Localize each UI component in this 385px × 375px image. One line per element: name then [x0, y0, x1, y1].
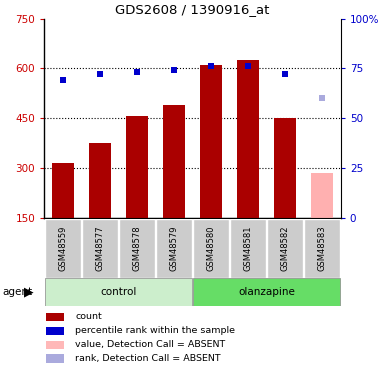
Text: olanzapine: olanzapine: [238, 286, 295, 297]
Text: control: control: [100, 286, 137, 297]
Bar: [126, 117, 148, 218]
Bar: [193, 278, 340, 306]
Bar: [237, 60, 259, 217]
Bar: [156, 219, 192, 278]
Bar: [200, 65, 222, 218]
Text: percentile rank within the sample: percentile rank within the sample: [75, 326, 235, 335]
Title: GDS2608 / 1390916_at: GDS2608 / 1390916_at: [116, 3, 270, 16]
Bar: [89, 143, 111, 218]
Text: GSM48583: GSM48583: [318, 226, 327, 271]
Text: count: count: [75, 312, 102, 321]
Text: agent: agent: [2, 286, 32, 297]
Text: rank, Detection Call = ABSENT: rank, Detection Call = ABSENT: [75, 354, 221, 363]
Bar: [193, 219, 229, 278]
Bar: [45, 278, 192, 306]
Bar: [274, 118, 296, 218]
Bar: [45, 219, 80, 278]
Text: GSM48559: GSM48559: [58, 226, 67, 271]
Text: GSM48578: GSM48578: [132, 226, 141, 271]
Bar: [305, 219, 340, 278]
Text: ▶: ▶: [24, 285, 34, 298]
Text: GSM48579: GSM48579: [169, 226, 179, 271]
Bar: [52, 163, 74, 218]
Bar: [119, 219, 155, 278]
Bar: [230, 219, 266, 278]
Text: GSM48582: GSM48582: [281, 226, 290, 271]
Bar: [311, 173, 333, 217]
Bar: [82, 219, 118, 278]
Text: GSM48580: GSM48580: [206, 226, 216, 271]
Bar: [163, 105, 185, 218]
Text: GSM48581: GSM48581: [244, 226, 253, 271]
Text: value, Detection Call = ABSENT: value, Detection Call = ABSENT: [75, 340, 225, 349]
Text: GSM48577: GSM48577: [95, 226, 104, 271]
Bar: [267, 219, 303, 278]
